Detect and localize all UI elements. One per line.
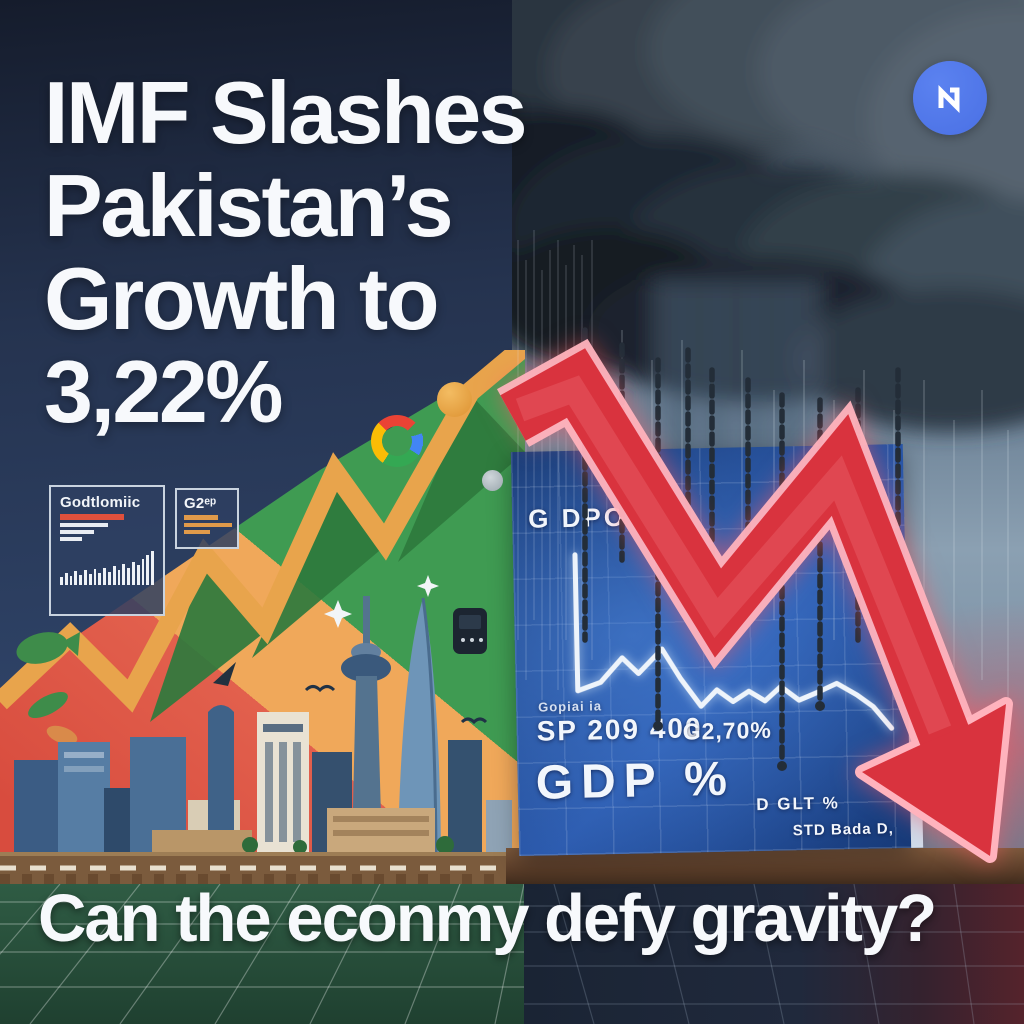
stat-card-1-title: Godtlomiic <box>60 494 141 511</box>
stat-card-2: G2ᵉᵖ <box>175 488 239 549</box>
main-headline: IMF Slashes Pakistan’s Growth to 3,22% <box>44 63 528 441</box>
buildings <box>14 596 512 854</box>
floor-right <box>524 884 1024 1024</box>
cityscape-illustration <box>0 350 525 885</box>
mini-bar-chart <box>60 549 154 585</box>
bird-icon <box>304 685 336 693</box>
stat-card-2-title: G2ᵉᵖ <box>184 495 217 512</box>
bird-icon <box>460 717 488 725</box>
sparkle-icon <box>417 575 439 597</box>
orange-ball-icon <box>437 382 472 417</box>
red-bar <box>60 514 124 520</box>
device-icon <box>453 608 487 654</box>
headline-line-4: 3,22% <box>44 342 284 441</box>
panel-gdp-label: GDP % <box>535 752 736 810</box>
road <box>0 852 525 885</box>
panel-caption: Gopiai ia <box>538 698 603 715</box>
gdp-line <box>572 552 895 731</box>
google-g-icon <box>371 415 423 467</box>
leaf-icon <box>28 691 68 719</box>
fish-icon <box>16 632 68 664</box>
grey-coin-icon <box>482 470 503 491</box>
panel-footnote-1: D GLT % <box>756 793 841 815</box>
gdp-chart-panel: G DPO Gopiai ia SP 209 400 G2,70% GDP % … <box>510 443 924 857</box>
zigzag-arrow-icon <box>938 84 960 114</box>
sparkle-icon <box>324 600 352 628</box>
floor-left <box>0 884 524 1024</box>
headline-line-3: Growth to <box>44 249 439 348</box>
paper-plane-icon <box>213 662 236 686</box>
panel-stat-left: SP 209 400 <box>536 712 703 747</box>
headline-line-2: Pakistan’s <box>44 156 454 255</box>
stat-card-1: Godtlomiic <box>49 485 165 616</box>
headline-line-1: IMF Slashes <box>44 63 528 162</box>
growth-zigzag <box>0 350 525 713</box>
panel-stat-right: G2,70% <box>682 716 773 745</box>
bottom-headline: Can the econmy defy gravity? <box>38 881 937 956</box>
panel-footnote-2: STD Bada D, <box>792 820 894 840</box>
tower-antenna <box>363 596 370 654</box>
brand-logo <box>913 61 987 135</box>
panel-label: G DPO <box>527 501 628 534</box>
